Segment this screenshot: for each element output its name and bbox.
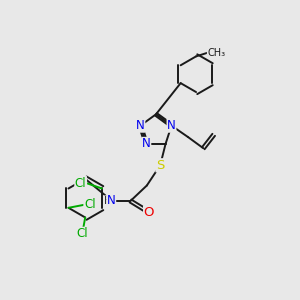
- Text: Cl: Cl: [76, 227, 88, 240]
- Text: O: O: [144, 206, 154, 219]
- Text: Cl: Cl: [84, 198, 96, 211]
- Text: N: N: [136, 119, 145, 132]
- Text: N: N: [142, 137, 151, 150]
- Text: N: N: [107, 194, 116, 208]
- Text: N: N: [167, 119, 176, 132]
- Text: Cl: Cl: [75, 177, 86, 190]
- Text: S: S: [156, 159, 164, 172]
- Text: H: H: [104, 196, 112, 206]
- Text: CH₃: CH₃: [207, 48, 226, 58]
